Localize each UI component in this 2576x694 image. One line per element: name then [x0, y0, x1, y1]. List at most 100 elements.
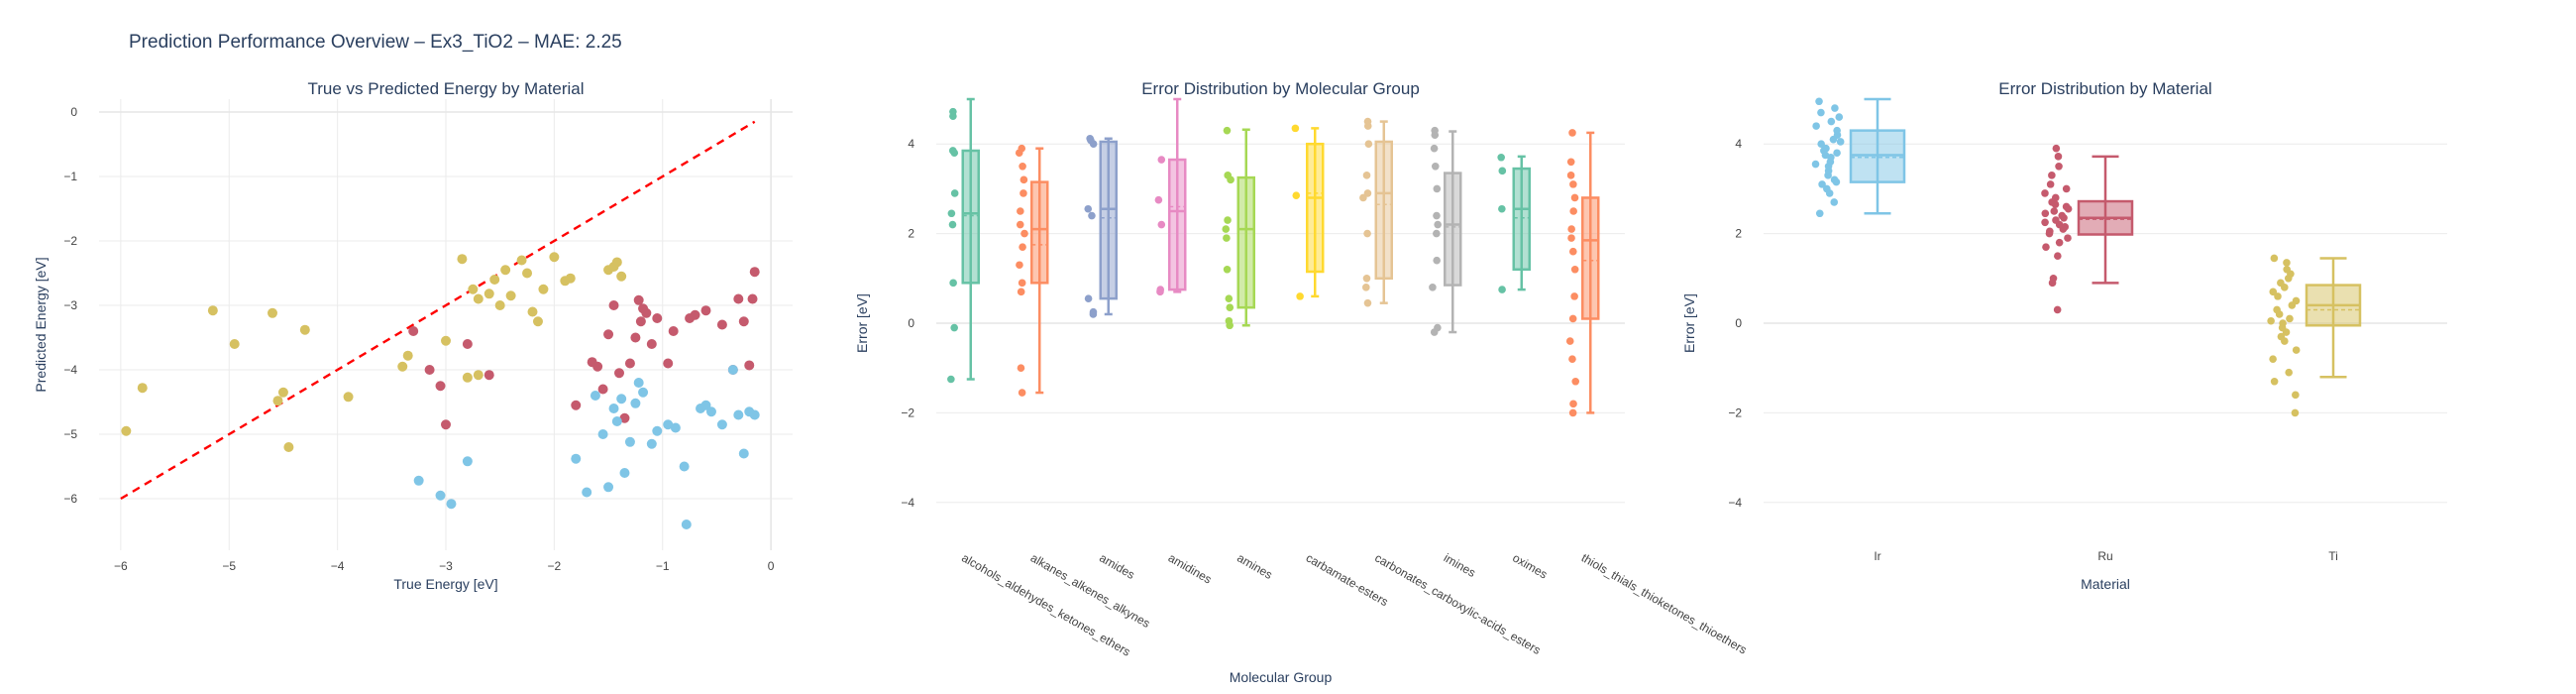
box-point	[2053, 305, 2062, 314]
box-point	[2046, 180, 2055, 188]
box-point	[947, 209, 956, 218]
box-iqr	[1512, 167, 1531, 272]
box-point	[1811, 160, 1820, 169]
y-tick-label: −5	[63, 427, 77, 441]
x-tick-label: oximes	[1510, 550, 1550, 581]
parity-line	[120, 120, 756, 501]
scatter-point	[611, 257, 622, 268]
scatter-point	[663, 358, 674, 369]
box-point	[1017, 207, 1024, 215]
scatter-point	[446, 499, 457, 510]
scatter-point	[749, 409, 760, 420]
scatter-point	[538, 284, 549, 294]
scatter-point	[424, 365, 435, 375]
scatter-point	[532, 316, 543, 327]
box-point	[1362, 275, 1371, 283]
x-tick-label: −3	[439, 559, 453, 573]
box-point	[2042, 243, 2050, 251]
scatter-point	[473, 370, 483, 381]
box-point	[2285, 368, 2293, 377]
box-point	[1498, 204, 1506, 213]
x-tick-label: −5	[222, 559, 236, 573]
scatter-point	[590, 391, 600, 401]
scatter-point	[483, 370, 494, 381]
scatter-point	[738, 316, 749, 327]
box-point	[1568, 355, 1576, 363]
box-point	[2048, 172, 2056, 179]
scatter-point	[635, 316, 646, 327]
box-point	[1815, 97, 1823, 106]
scatter-point	[272, 396, 283, 406]
box-point	[1434, 323, 1442, 332]
box-point	[1812, 122, 1820, 130]
box-point	[1830, 175, 1839, 184]
box-point	[2055, 163, 2063, 171]
molecular-group-box-panel: −4−2024alcohols_aldehydes_ketones_ethers…	[854, 79, 1749, 685]
box-point	[2041, 218, 2049, 227]
scatter-point	[435, 490, 446, 501]
box-point	[2292, 296, 2301, 305]
scatter-point	[457, 254, 468, 265]
box-point	[1084, 294, 1093, 302]
box-point	[1018, 144, 1026, 153]
box-point	[1364, 140, 1373, 148]
box-point	[2058, 211, 2066, 220]
scatter-point	[716, 419, 727, 430]
box-point	[1570, 265, 1579, 274]
box-point	[1223, 265, 1232, 274]
scatter-point	[705, 406, 716, 417]
box-point	[2269, 288, 2278, 296]
box-iqr	[1581, 196, 1600, 320]
y-tick-label: 0	[908, 316, 914, 330]
scatter-point	[408, 326, 419, 336]
box-point	[1225, 294, 1234, 302]
box-point	[2277, 332, 2286, 341]
scatter-point	[616, 271, 627, 282]
box-point	[1568, 408, 1577, 417]
x-tick-label: Ti	[2328, 549, 2338, 563]
box-point	[2055, 238, 2064, 247]
scatter-point	[441, 335, 451, 346]
scatter-point	[608, 300, 619, 310]
x-tick-label: Ru	[2097, 549, 2112, 563]
box-point	[949, 279, 957, 288]
box-point	[1018, 279, 1026, 288]
scatter-point	[630, 398, 641, 408]
box-point	[1498, 286, 1506, 293]
box-point	[1433, 211, 1441, 220]
box-point	[2273, 305, 2281, 314]
scatter-point	[473, 293, 483, 304]
box-point	[949, 107, 957, 116]
x-tick-label: alkanes_alkenes_alkynes	[1028, 550, 1152, 631]
scatter-point	[549, 252, 560, 263]
box-point	[1016, 220, 1024, 229]
y-tick-label: −6	[63, 492, 77, 506]
scatter-point	[679, 461, 690, 472]
scatter-point	[646, 339, 657, 349]
scatter-point	[611, 416, 622, 426]
box-point	[1498, 167, 1507, 175]
panel-title: Error Distribution by Molecular Group	[1141, 79, 1420, 98]
box-point	[2279, 319, 2287, 327]
y-tick-label: 4	[908, 137, 914, 151]
y-tick-label: −4	[1728, 496, 1742, 510]
scatter-point	[614, 368, 624, 379]
box-point	[1566, 158, 1575, 167]
scatter-point	[441, 419, 451, 430]
scatter-point	[690, 309, 700, 320]
scatter-point	[652, 425, 663, 436]
box-point	[1817, 108, 1825, 117]
box-point	[1157, 220, 1166, 229]
scatter-point	[435, 381, 446, 392]
box-point	[1363, 117, 1372, 126]
box-point	[2050, 207, 2059, 215]
box-point	[1822, 144, 1830, 153]
box-point	[1827, 117, 1836, 126]
scatter-point	[630, 332, 641, 343]
box-point	[1833, 126, 1841, 135]
box-point	[1817, 140, 1825, 148]
box-point	[1223, 126, 1232, 135]
scatter-point	[608, 404, 619, 413]
box-point	[1154, 195, 1163, 204]
